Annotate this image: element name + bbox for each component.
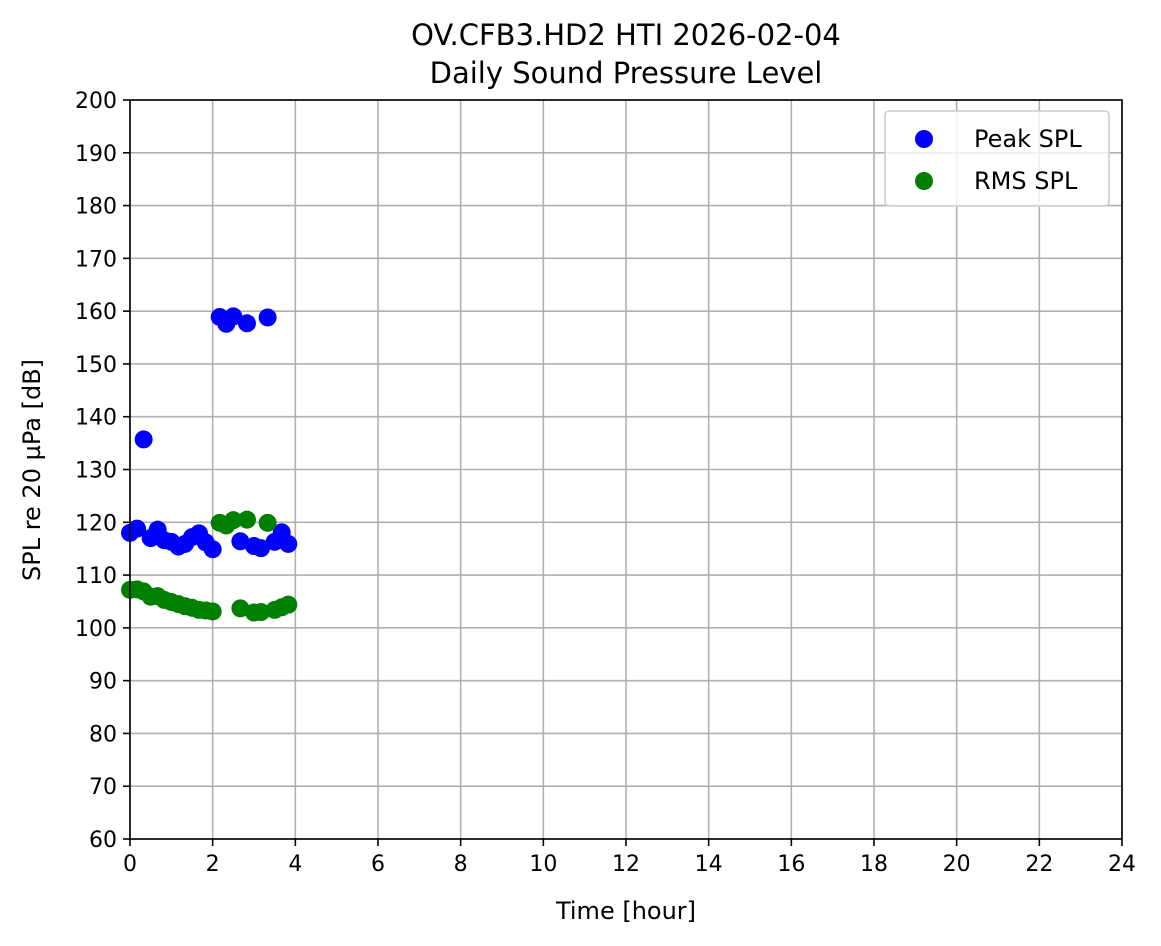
chart-subtitle: Daily Sound Pressure Level [430,56,823,90]
y-tick-label: 190 [75,142,117,167]
rms-spl-point [224,511,243,530]
y-tick-label: 200 [75,89,117,114]
y-tick-label: 70 [89,775,117,800]
x-tick-label: 18 [860,852,888,877]
peak-spl-point [258,308,277,327]
x-tick-label: 8 [454,852,468,877]
legend-label-rms-spl: RMS SPL [974,167,1078,195]
peak-spl-point [203,540,222,559]
y-tick-label: 80 [89,722,117,747]
x-tick-label: 20 [943,852,971,877]
x-tick-label: 24 [1108,852,1136,877]
x-tick-label: 0 [123,852,137,877]
rms-spl-point [252,603,271,622]
rms-spl-point [203,602,222,621]
peak-spl-point [252,539,271,558]
y-tick-label: 130 [75,459,117,484]
chart-title: OV.CFB3.HD2 HTI 2026-02-04 [411,18,841,52]
y-tick-label: 100 [75,617,117,642]
legend-label-peak-spl: Peak SPL [974,125,1082,153]
y-axis-label: SPL re 20 µPa [dB] [18,359,46,581]
peak-spl-point [128,519,147,538]
y-tick-label: 140 [75,406,117,431]
x-tick-label: 10 [529,852,557,877]
legend-marker-peak-spl [915,130,933,148]
y-tick-label: 120 [75,511,117,536]
y-tick-label: 60 [89,828,117,853]
x-tick-label: 12 [612,852,640,877]
x-tick-label: 4 [288,852,302,877]
legend-box [884,110,1110,207]
legend: Peak SPL RMS SPL [884,110,1110,207]
rms-spl-point [279,595,298,614]
x-tick-label: 22 [1025,852,1053,877]
peak-spl-point [279,534,298,553]
x-tick-label: 2 [206,852,220,877]
rms-spl-point [258,513,277,532]
rms-spl-point [237,510,256,529]
x-tick-label: 6 [371,852,385,877]
grid-lines [129,99,1123,840]
y-tick-label: 170 [75,247,117,272]
data-points [121,307,298,622]
peak-spl-point [231,532,250,551]
legend-marker-rms-spl [915,172,933,190]
peak-spl-point [134,430,153,449]
y-tick-label: 180 [75,195,117,220]
rms-spl-point [231,599,250,618]
y-tick-label: 150 [75,353,117,378]
axis-ticks: 0 2 4 6 8 10 12 14 16 18 20 22 246070809010011012013… [75,89,1136,877]
y-tick-label: 160 [75,300,117,325]
y-tick-label: 110 [75,564,117,589]
x-tick-label: 16 [777,852,805,877]
peak-spl-point [237,314,256,333]
y-tick-label: 90 [89,670,117,695]
x-axis-label: Time [hour] [555,897,696,925]
peak-spl-point [224,307,243,326]
x-tick-label: 14 [695,852,723,877]
